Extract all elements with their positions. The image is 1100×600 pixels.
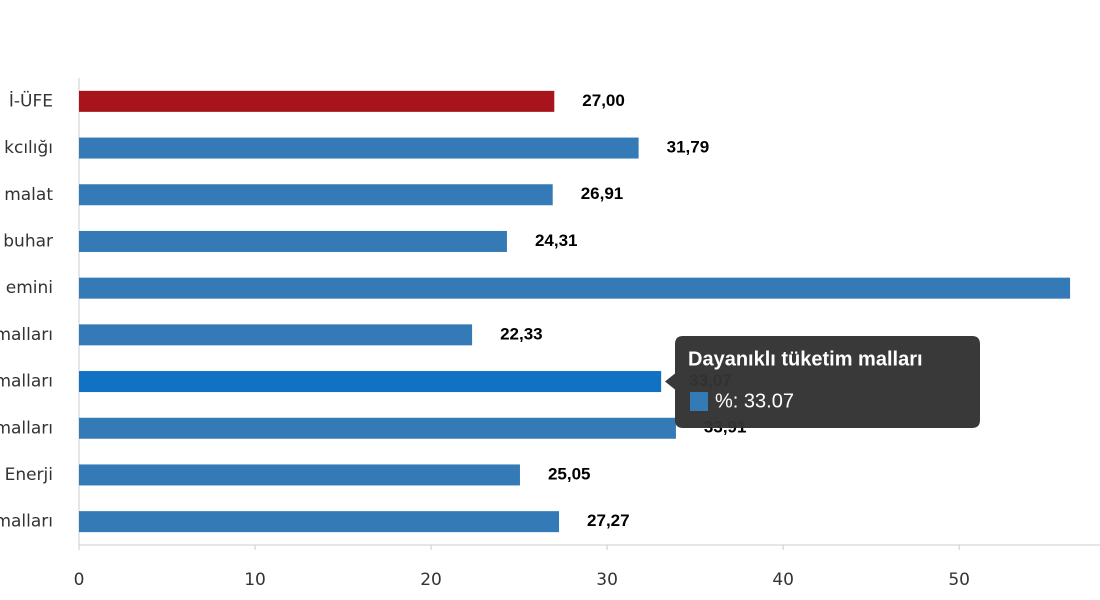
bar <box>79 324 473 346</box>
bar <box>79 417 676 439</box>
tooltip: Dayanıklı tüketim malları %: 33.07 <box>665 336 980 428</box>
bar <box>79 511 560 533</box>
bar <box>79 277 1071 299</box>
x-tick-label: 20 <box>420 570 442 590</box>
value-label: 27,27 <box>587 511 630 530</box>
tooltip-swatch <box>690 392 708 411</box>
tooltip-title: Dayanıklı tüketim malları <box>688 348 923 370</box>
category-label: malları <box>0 418 53 438</box>
bar <box>79 90 555 112</box>
category-label: Enerji <box>5 465 53 485</box>
category-label: kcılığı <box>4 138 53 158</box>
bar <box>79 371 662 393</box>
category-label: malları <box>0 325 53 345</box>
category-label: emini <box>6 278 53 298</box>
bar <box>79 137 639 159</box>
tooltip-text: %: 33.07 <box>715 390 794 412</box>
value-label: 31,79 <box>667 138 710 157</box>
value-label: 25,05 <box>548 464 591 483</box>
category-label: malları <box>0 372 53 392</box>
category-label: İ-ÜFE <box>9 89 53 111</box>
tooltip-box <box>665 336 980 428</box>
x-tick-label: 50 <box>948 570 970 590</box>
category-label: malları <box>0 512 53 532</box>
value-label: 27,00 <box>582 91 625 110</box>
bar <box>79 464 520 486</box>
bar <box>79 230 507 252</box>
value-label: 26,91 <box>581 184 624 203</box>
category-label: buhar <box>3 231 53 251</box>
x-tick-label: 40 <box>772 570 794 590</box>
value-label: 22,33 <box>500 324 543 343</box>
bar <box>79 184 553 206</box>
category-label: malat <box>4 185 53 205</box>
x-tick-label: 30 <box>596 570 618 590</box>
x-tick-label: 0 <box>74 570 85 590</box>
x-tick-label: 10 <box>244 570 266 590</box>
value-label: 24,31 <box>535 231 578 250</box>
